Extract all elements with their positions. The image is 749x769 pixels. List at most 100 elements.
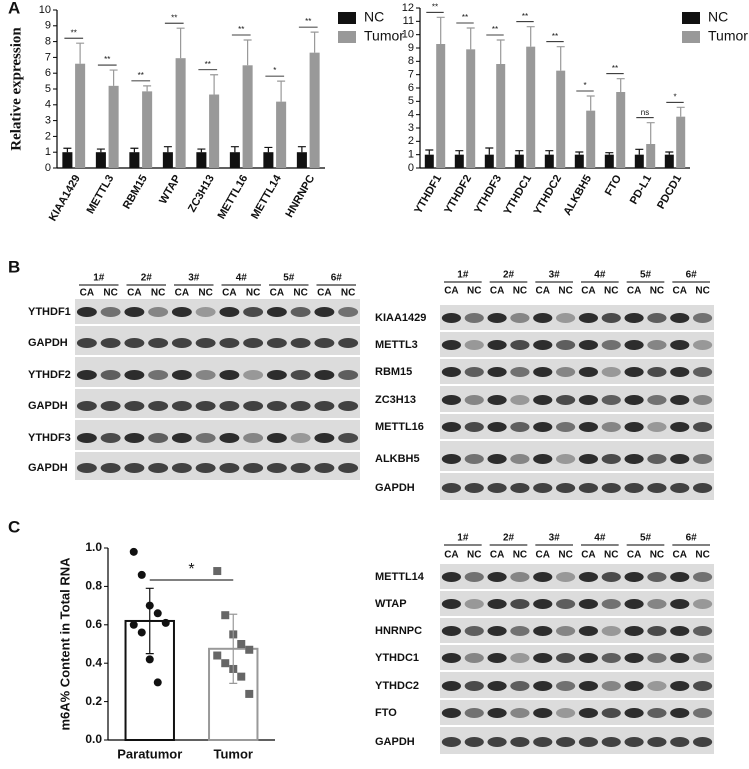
blot-band <box>647 340 667 350</box>
blot-band <box>441 395 462 405</box>
y-axis-title: m6A% Content in Total RNA <box>57 557 72 731</box>
data-point <box>137 628 146 637</box>
sample-group: 4# <box>594 270 606 281</box>
bar <box>484 154 494 168</box>
blot-row-label: FTO <box>375 707 397 719</box>
blot-band <box>266 370 287 380</box>
error-bar <box>526 26 535 47</box>
blot-band <box>487 367 507 377</box>
data-point <box>153 678 162 687</box>
blot-band <box>510 737 530 747</box>
bar <box>526 46 536 168</box>
bar <box>162 152 173 168</box>
bar <box>62 152 73 168</box>
error-bar <box>545 150 554 155</box>
legend-swatch <box>682 31 700 43</box>
error-bar <box>436 16 445 44</box>
blot-band <box>624 599 644 609</box>
blot-band <box>647 737 667 747</box>
y-tick-label: 0 <box>408 162 414 174</box>
blot-band <box>692 395 713 405</box>
blot-band <box>243 433 264 443</box>
lane-label: CA <box>536 550 550 561</box>
sample-group: 2# <box>141 273 153 284</box>
blot-band <box>100 433 121 443</box>
blot-band <box>510 340 530 350</box>
legend-swatch <box>682 12 700 24</box>
lane-label: CA <box>673 550 687 561</box>
blot-row-label: YTHDC1 <box>375 652 419 664</box>
bar <box>75 63 86 168</box>
blot-band <box>578 454 599 464</box>
blot-band <box>338 338 359 348</box>
blot-band <box>314 370 335 380</box>
sample-group: 2# <box>503 533 515 544</box>
blot-band <box>624 483 644 493</box>
blot-band <box>555 681 576 691</box>
lane-label: CA <box>127 288 141 299</box>
blot-band <box>510 681 530 691</box>
significance-label: ** <box>522 12 528 21</box>
y-tick-label: 4 <box>45 99 51 111</box>
blot-band <box>692 367 713 377</box>
blot-band <box>624 626 644 636</box>
blot-band <box>647 483 667 493</box>
x-tick-label: YTHDC1 <box>502 173 534 217</box>
panel-label: C <box>8 517 20 536</box>
blot-band <box>624 572 644 582</box>
y-tick-label: 1 <box>45 146 51 158</box>
lane-label: CA <box>490 286 504 297</box>
blot-band <box>533 737 553 747</box>
blot-band <box>464 572 484 582</box>
lane-label: CA <box>490 550 504 561</box>
x-tick-label: ZC3H13 <box>186 173 217 214</box>
blot-band <box>533 626 553 636</box>
error-bar <box>243 39 252 66</box>
blot-band <box>338 401 359 411</box>
blot-band <box>647 454 667 464</box>
blot-band <box>487 599 507 609</box>
lane-label: NC <box>293 288 307 299</box>
x-tick-label: RBM15 <box>121 173 150 211</box>
error-bar <box>556 46 565 71</box>
lane-label: CA <box>581 550 595 561</box>
significance-label: * <box>273 66 276 75</box>
blot-band <box>441 572 462 582</box>
lane-label: CA <box>222 288 236 299</box>
blot-band <box>670 454 690 464</box>
blot-band <box>647 313 667 323</box>
y-tick-label: 3 <box>408 122 414 134</box>
y-tick-label: 9 <box>408 42 414 54</box>
blot-row-label: RBM15 <box>375 366 412 378</box>
sample-group: 6# <box>331 273 343 284</box>
y-tick-label: 10 <box>39 4 51 16</box>
bar <box>129 152 140 168</box>
bar <box>296 152 307 168</box>
significance-label: ** <box>138 71 144 80</box>
data-point <box>129 547 138 556</box>
x-tick-label: PDCD1 <box>655 173 684 211</box>
blot-band <box>692 737 713 747</box>
blot-band <box>692 626 713 636</box>
blot-band <box>290 463 311 473</box>
blot-band <box>464 483 484 493</box>
lane-label: CA <box>627 286 641 297</box>
blot-band <box>195 463 216 473</box>
blot-band <box>510 708 530 718</box>
lane-label: NC <box>604 286 618 297</box>
x-tick-label: PD-L1 <box>628 173 654 207</box>
blot-band <box>76 338 97 348</box>
x-tick-label: ALKBH5 <box>561 173 594 218</box>
lane-label: NC <box>198 288 212 299</box>
blot-band <box>601 708 621 718</box>
blot-band <box>510 367 530 377</box>
bar <box>229 152 240 168</box>
y-tick-label: 7 <box>45 51 51 63</box>
blot-background <box>75 299 360 481</box>
data-point <box>153 609 162 618</box>
blot-band <box>266 338 287 348</box>
lane-label: NC <box>341 288 355 299</box>
blot-band <box>487 483 507 493</box>
blot-band <box>76 401 97 411</box>
blot-band <box>555 483 576 493</box>
